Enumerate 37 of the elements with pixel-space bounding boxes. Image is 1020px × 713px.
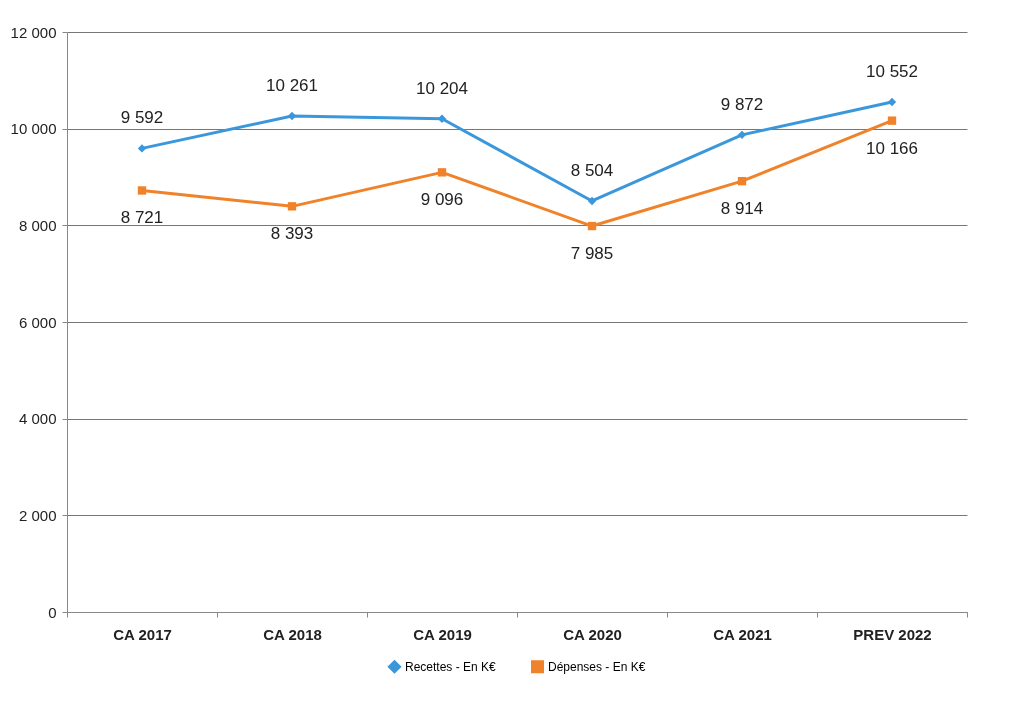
x-tick-label: CA 2019	[413, 625, 472, 643]
y-tick-label: 2 000	[18, 506, 57, 524]
point	[137, 144, 147, 153]
data-label: 8 914	[720, 199, 764, 219]
data-label: 9 872	[720, 94, 764, 114]
x-tick-label: PREV 2022	[853, 625, 932, 643]
data-label: 8 721	[120, 208, 164, 228]
data-label: 9 096	[420, 190, 464, 210]
point	[437, 168, 447, 177]
y-tick-label: 0	[48, 603, 57, 621]
legend-label: Dépenses - En K€	[548, 659, 646, 674]
point	[887, 97, 897, 107]
y-tick-label: 4 000	[18, 410, 57, 428]
point	[287, 202, 297, 211]
x-tick-label: CA 2018	[263, 625, 322, 643]
data-label: 10 204	[416, 78, 468, 98]
point	[587, 221, 597, 231]
y-tick-label: 12 000	[10, 23, 57, 41]
data-label: 9 592	[120, 108, 164, 128]
data-label: 10 552	[866, 61, 918, 81]
x-tick-label: CA 2020	[563, 625, 622, 643]
data-label: 7 985	[570, 244, 614, 264]
point	[887, 116, 897, 125]
point	[737, 176, 747, 186]
x-tick-label: CA 2017	[113, 625, 172, 643]
x-tick-label: CA 2021	[713, 625, 772, 643]
point	[737, 130, 747, 140]
data-label: 8 504	[570, 160, 614, 180]
y-tick-label: 10 000	[10, 120, 57, 138]
data-label: 10 166	[866, 138, 918, 158]
point	[137, 186, 147, 195]
data-label: 10 261	[266, 76, 318, 96]
y-tick-label: 6 000	[18, 313, 57, 331]
point	[587, 196, 597, 206]
legend-label: Recettes - En K€	[405, 659, 497, 674]
data-label: 8 393	[270, 224, 314, 244]
y-tick-label: 8 000	[18, 216, 57, 234]
